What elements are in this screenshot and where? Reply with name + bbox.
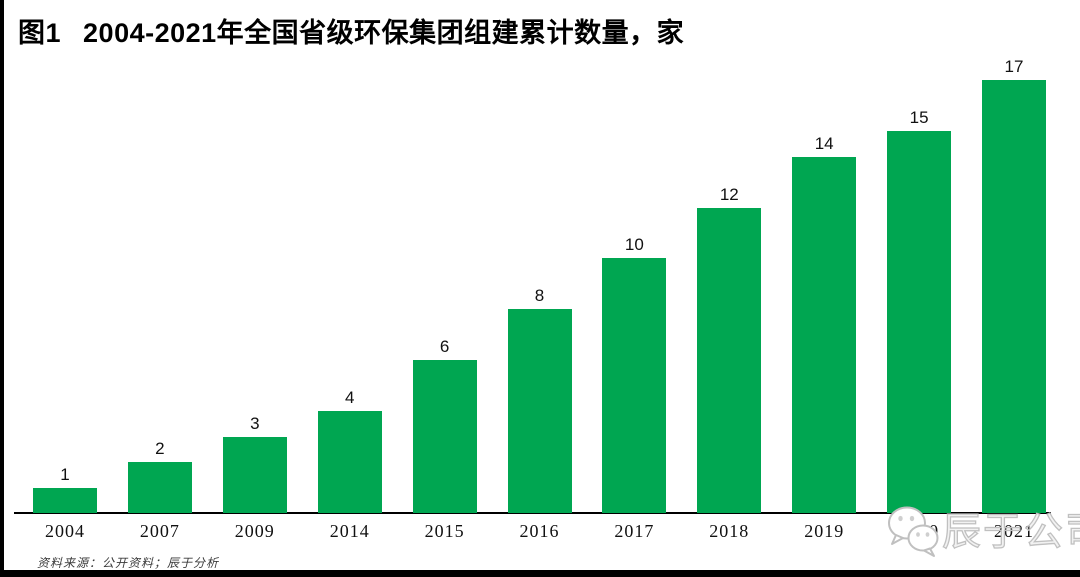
value-label-2007: 2 xyxy=(155,439,165,458)
value-label-2009: 3 xyxy=(250,414,260,433)
figure-title-text: 2004-2021年全国省级环保集团组建累计数量，家 xyxy=(83,18,685,48)
x-tick-2015: 2015 xyxy=(424,521,465,541)
x-tick-2018: 2018 xyxy=(709,521,750,541)
value-label-2015: 6 xyxy=(439,337,450,356)
x-tick-2004: 2004 xyxy=(45,521,85,541)
value-label-2021: 17 xyxy=(1004,57,1024,76)
bar-2004 xyxy=(33,488,97,513)
bar-2015 xyxy=(412,360,477,513)
figure-label: 图1 xyxy=(18,18,62,48)
figure-title: 图1 2004-2021年全国省级环保集团组建累计数量，家 xyxy=(18,11,684,50)
bar-2014 xyxy=(317,411,382,513)
value-label-2018: 12 xyxy=(719,185,739,204)
x-tick-2017: 2017 xyxy=(614,521,655,541)
bar-2019 xyxy=(792,157,857,513)
x-tick-2009: 2009 xyxy=(234,521,275,541)
bar-2009 xyxy=(222,437,287,513)
watermark-text: 辰于公司 xyxy=(941,510,1080,554)
x-tick-2016: 2016 xyxy=(519,521,560,541)
wechat-icon xyxy=(888,506,939,557)
source-note: 资料来源：公开资料；辰于分析 xyxy=(37,556,220,570)
value-label-2004: 1 xyxy=(60,465,70,484)
value-label-2016: 8 xyxy=(534,286,545,305)
value-label-2014: 4 xyxy=(344,388,355,407)
bar-2021 xyxy=(982,80,1046,513)
watermark: 辰于公司 xyxy=(886,504,1080,560)
left-border-strip xyxy=(0,0,4,577)
value-label-2020: 15 xyxy=(909,108,929,127)
x-axis-line xyxy=(14,512,1051,514)
x-tick-2014: 2014 xyxy=(329,521,370,541)
bar-2018 xyxy=(697,208,762,513)
x-tick-2007: 2007 xyxy=(139,521,180,541)
bar-2017 xyxy=(602,258,667,513)
value-label-2017: 10 xyxy=(624,235,644,254)
bar-2016 xyxy=(507,309,572,513)
bottom-border-bar xyxy=(0,570,1080,577)
value-label-2019: 14 xyxy=(814,134,834,153)
x-tick-2021: 2021 xyxy=(994,521,1034,541)
bar-2007 xyxy=(127,462,192,513)
x-tick-2019: 2019 xyxy=(804,521,845,541)
bar-2020 xyxy=(887,131,952,513)
